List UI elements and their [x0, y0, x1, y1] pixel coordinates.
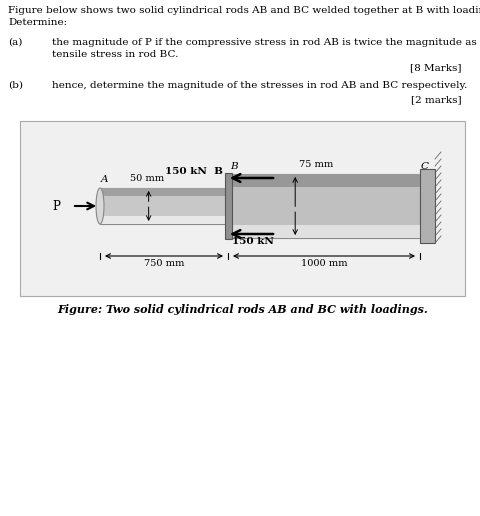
- Text: 1000 mm: 1000 mm: [300, 259, 347, 268]
- Text: hence, determine the magnitude of the stresses in rod AB and BC respectively.: hence, determine the magnitude of the st…: [52, 81, 466, 90]
- Text: C: C: [420, 162, 428, 171]
- Text: Figure: Two solid cylindrical rods AB and BC with loadings.: Figure: Two solid cylindrical rods AB an…: [57, 304, 427, 315]
- Text: 150 kN  B: 150 kN B: [165, 167, 223, 176]
- Bar: [225, 173, 231, 239]
- Text: (b): (b): [8, 81, 23, 90]
- Bar: [100, 216, 228, 224]
- Text: 750 mm: 750 mm: [144, 259, 184, 268]
- Text: Figure below shows two solid cylindrical rods AB and BC welded together at B wit: Figure below shows two solid cylindrical…: [8, 6, 480, 15]
- Text: (a): (a): [8, 38, 23, 47]
- Bar: [228, 225, 419, 238]
- Bar: [228, 174, 419, 238]
- Text: P: P: [52, 200, 60, 213]
- Text: 50 mm: 50 mm: [129, 174, 163, 183]
- Text: [8 Marks]: [8 Marks]: [409, 63, 461, 72]
- Text: tensile stress in rod BC.: tensile stress in rod BC.: [52, 50, 178, 59]
- Bar: [20, 121, 464, 296]
- Text: B: B: [229, 162, 237, 171]
- Bar: [100, 188, 228, 224]
- Bar: [228, 174, 419, 187]
- Text: Determine:: Determine:: [8, 18, 67, 27]
- Bar: [100, 188, 228, 196]
- Text: 75 mm: 75 mm: [299, 160, 333, 169]
- Bar: [419, 169, 434, 243]
- Text: A: A: [101, 175, 108, 184]
- Text: [2 marks]: [2 marks]: [410, 95, 461, 104]
- Ellipse shape: [96, 188, 104, 224]
- Text: 150 kN: 150 kN: [231, 237, 273, 246]
- Text: the magnitude of P if the compressive stress in rod AB is twice the magnitude as: the magnitude of P if the compressive st…: [52, 38, 480, 47]
